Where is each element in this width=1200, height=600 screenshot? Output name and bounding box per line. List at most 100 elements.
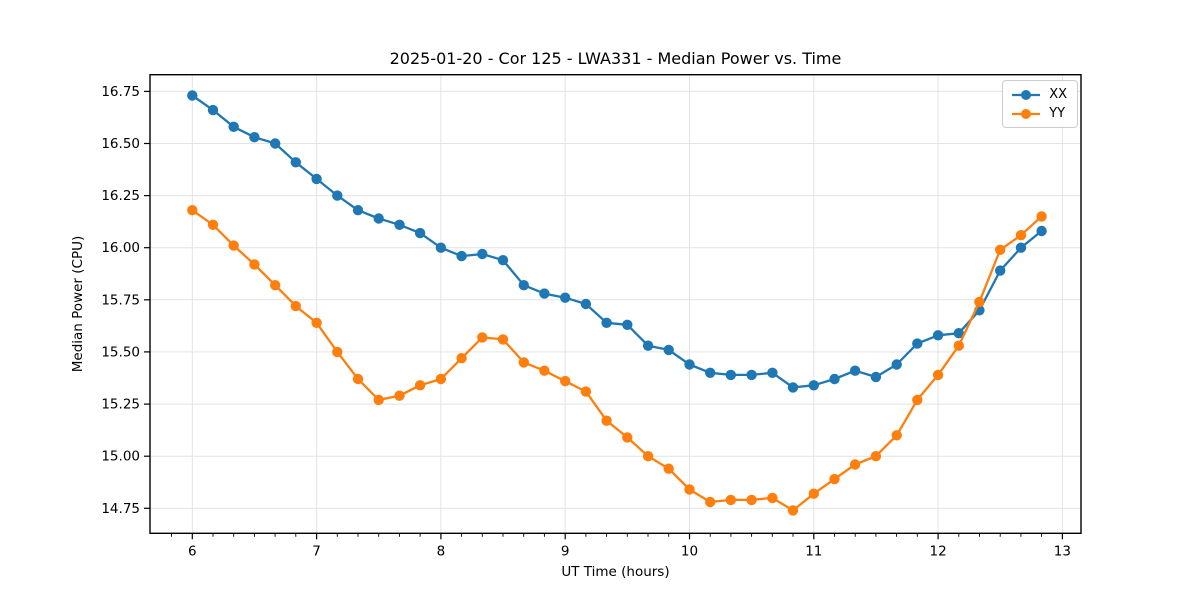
data-point-xx (725, 369, 736, 381)
y-tick-label: 16.75 (101, 84, 140, 100)
data-point-yy (725, 494, 736, 506)
y-tick-label: 14.75 (101, 501, 140, 517)
data-point-yy (270, 280, 281, 291)
data-point-yy (891, 430, 902, 441)
data-point-xx (373, 213, 384, 224)
data-point-yy (995, 244, 1006, 255)
data-point-yy (539, 365, 550, 376)
x-tick-label: 9 (561, 543, 570, 559)
data-point-xx (560, 292, 571, 303)
y-tick-label: 15.75 (101, 292, 140, 308)
data-point-yy (684, 484, 695, 495)
data-point-yy (456, 353, 467, 364)
data-point-xx (995, 265, 1006, 276)
data-point-xx (518, 280, 529, 291)
data-point-yy (829, 473, 840, 485)
data-point-yy (767, 492, 778, 504)
data-point-xx (912, 338, 923, 349)
y-tick-label: 16.50 (101, 136, 140, 152)
data-point-yy (394, 390, 405, 401)
y-tick-label: 16.25 (101, 188, 140, 204)
data-point-yy (705, 496, 716, 508)
data-point-xx (642, 340, 654, 351)
data-point-yy (1015, 230, 1027, 241)
data-point-yy (435, 373, 447, 385)
y-axis-label: Median Power (CPU) (70, 235, 86, 373)
data-point-xx (290, 157, 301, 168)
data-point-yy (332, 346, 343, 358)
data-point-yy (974, 296, 985, 308)
y-tick-label: 15.25 (101, 397, 140, 413)
data-point-yy (953, 340, 964, 351)
data-point-xx (207, 104, 219, 116)
legend-line-sample (1012, 108, 1041, 119)
data-point-yy (932, 369, 944, 381)
data-point-yy (477, 332, 488, 343)
data-point-xx (829, 373, 840, 385)
legend-item-yy: YY (1011, 106, 1067, 121)
data-point-yy (518, 357, 529, 368)
data-point-xx (456, 250, 467, 262)
data-point-xx (891, 359, 902, 370)
data-point-xx (684, 359, 695, 370)
data-point-yy (373, 394, 384, 406)
data-point-xx (787, 382, 799, 393)
data-point-xx (270, 138, 281, 149)
x-tick-label: 12 (930, 543, 947, 559)
data-point-yy (622, 432, 633, 443)
x-tick-label: 6 (188, 543, 197, 559)
data-point-yy (560, 375, 571, 387)
data-point-yy (414, 380, 426, 391)
y-tick-label: 15.00 (101, 449, 140, 465)
x-tick-label: 11 (805, 543, 822, 559)
data-point-yy (352, 373, 364, 385)
data-point-yy (228, 240, 239, 251)
x-tick-label: 8 (437, 543, 446, 559)
legend-label: YY (1049, 106, 1066, 121)
data-point-xx (435, 242, 447, 253)
data-point-yy (580, 386, 592, 397)
data-point-xx (932, 330, 944, 341)
legend-label: XX (1049, 87, 1067, 102)
data-point-xx (311, 173, 322, 185)
data-point-xx (808, 380, 819, 391)
data-point-xx (849, 365, 861, 376)
data-point-xx (414, 227, 426, 239)
data-point-xx (187, 90, 198, 101)
data-point-xx (870, 371, 882, 383)
data-point-yy (642, 451, 654, 462)
data-point-xx (1015, 242, 1027, 253)
data-point-xx (394, 219, 405, 230)
data-point-yy (187, 205, 198, 216)
data-point-xx (332, 190, 343, 201)
data-point-xx (580, 298, 592, 310)
data-point-xx (663, 344, 674, 356)
data-point-yy (787, 505, 799, 516)
data-point-yy (870, 451, 882, 462)
data-point-yy (1036, 211, 1047, 222)
data-point-yy (207, 219, 219, 230)
x-tick-label: 7 (312, 543, 321, 559)
x-tick-label: 10 (681, 543, 698, 559)
data-point-xx (1036, 225, 1047, 237)
data-point-xx (746, 369, 757, 381)
data-point-xx (953, 328, 964, 339)
data-point-yy (849, 459, 861, 470)
data-point-yy (497, 334, 509, 345)
data-point-xx (352, 205, 364, 216)
data-point-yy (290, 300, 301, 312)
data-point-yy (601, 415, 612, 426)
legend: XX YY (1002, 80, 1078, 128)
x-axis-label: UT Time (hours) (561, 564, 670, 580)
x-tick-label: 13 (1054, 543, 1071, 559)
data-point-xx (705, 367, 716, 378)
y-tick-label: 16.00 (101, 240, 140, 256)
y-tick-label: 15.50 (101, 344, 140, 360)
legend-item-xx: XX (1011, 87, 1067, 102)
data-point-xx (539, 288, 550, 299)
data-point-xx (228, 121, 239, 132)
data-point-yy (249, 259, 260, 270)
chart-title: 2025-01-20 - Cor 125 - LWA331 - Median P… (389, 49, 842, 68)
